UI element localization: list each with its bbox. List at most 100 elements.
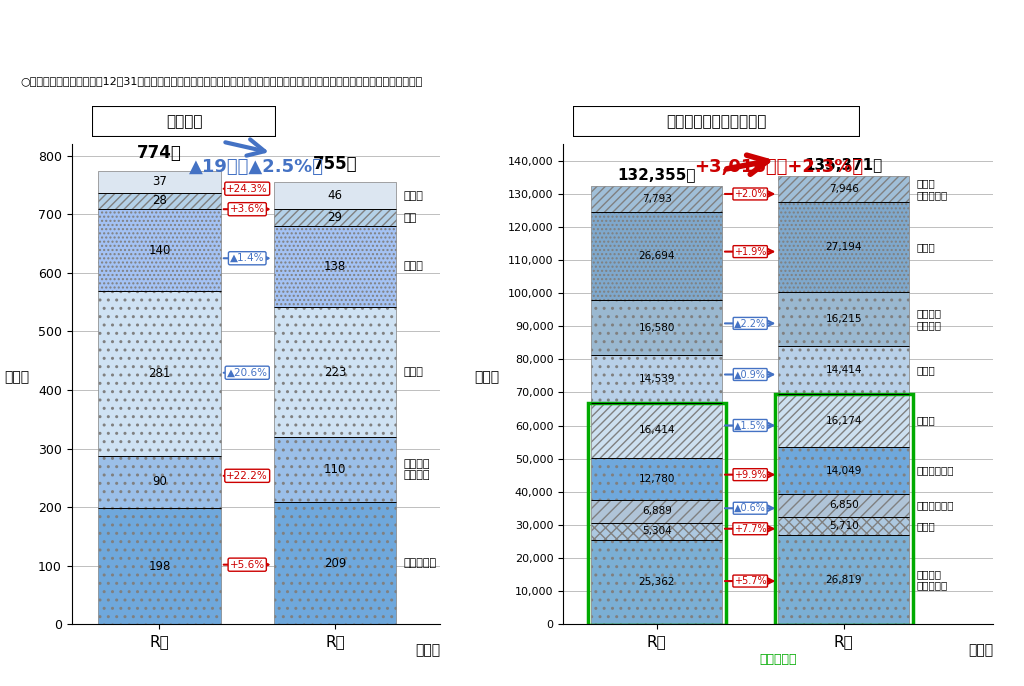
- Text: その他: その他: [403, 191, 423, 200]
- Text: +5.6%: +5.6%: [229, 560, 265, 569]
- Bar: [273, 307, 396, 438]
- Text: +2.0%: +2.0%: [734, 189, 766, 199]
- Text: 14,049: 14,049: [825, 466, 862, 475]
- Text: 16,580: 16,580: [639, 322, 675, 333]
- Text: 休業４日以上の死傷者数: 休業４日以上の死傷者数: [667, 115, 767, 129]
- Text: 6,889: 6,889: [642, 506, 672, 517]
- Text: 製造業: 製造業: [916, 242, 935, 252]
- Bar: [273, 438, 396, 502]
- Text: 90: 90: [152, 475, 167, 488]
- Text: 135,371人: 135,371人: [805, 158, 883, 173]
- Text: （年）: （年）: [415, 643, 440, 657]
- Bar: [778, 447, 909, 494]
- Text: 26,694: 26,694: [638, 251, 675, 261]
- Text: 清掃・と畜業: 清掃・と畜業: [916, 500, 954, 510]
- Text: 209: 209: [324, 556, 346, 569]
- Bar: [591, 458, 722, 500]
- Text: 26,819: 26,819: [825, 575, 862, 585]
- Text: ▲1.4%: ▲1.4%: [230, 253, 264, 263]
- Text: +9.9%: +9.9%: [734, 470, 766, 480]
- Text: 第三次産業: 第三次産業: [760, 653, 797, 666]
- Text: 死亡者数: 死亡者数: [166, 115, 203, 129]
- Text: 774人: 774人: [137, 144, 182, 162]
- Text: 令和５年　業種別労働災害発生状況（確定値）: 令和５年 業種別労働災害発生状況（確定値）: [338, 17, 686, 45]
- Bar: [98, 291, 221, 456]
- Text: +7.7%: +7.7%: [734, 523, 767, 534]
- Bar: [98, 508, 221, 624]
- Bar: [591, 186, 722, 212]
- Text: ○　令和５年１月１日から12月31日までに発生した労働災害について、令和６年４月８日までに報告があったものを集計したもの: ○ 令和５年１月１日から12月31日までに発生した労働災害について、令和６年４月…: [20, 75, 423, 86]
- Text: その他
（林業等）: その他 （林業等）: [916, 178, 948, 200]
- Bar: [778, 202, 909, 292]
- Text: ▲0.9%: ▲0.9%: [734, 370, 766, 379]
- Text: 25,362: 25,362: [638, 577, 675, 587]
- Bar: [273, 182, 396, 209]
- Text: 16,215: 16,215: [825, 314, 862, 324]
- Text: 6,850: 6,850: [828, 500, 858, 510]
- Text: +5.7%: +5.7%: [734, 576, 767, 586]
- Bar: [98, 456, 221, 508]
- Bar: [778, 346, 909, 394]
- Bar: [98, 171, 221, 193]
- Bar: [591, 355, 722, 403]
- Bar: [273, 209, 396, 226]
- Bar: [273, 502, 396, 624]
- Text: 14,539: 14,539: [638, 374, 675, 384]
- Text: 16,414: 16,414: [638, 425, 675, 436]
- Bar: [591, 300, 722, 355]
- Text: （年）: （年）: [968, 643, 993, 657]
- Text: 140: 140: [148, 244, 171, 257]
- Text: 281: 281: [148, 367, 171, 380]
- Text: ▲20.6%: ▲20.6%: [226, 368, 267, 378]
- Y-axis label: （人）: （人）: [474, 370, 500, 384]
- Bar: [591, 500, 722, 523]
- Text: 小売業: 小売業: [916, 416, 935, 425]
- Text: ▲19人（▲2.5%）: ▲19人（▲2.5%）: [188, 158, 324, 176]
- Text: +3.6%: +3.6%: [229, 204, 265, 214]
- Text: ▲0.6%: ▲0.6%: [734, 504, 766, 513]
- Text: 建設業: 建設業: [916, 365, 935, 375]
- Bar: [98, 193, 221, 209]
- Text: +1.9%: +1.9%: [734, 247, 766, 257]
- Bar: [591, 212, 722, 300]
- Text: ▲1.5%: ▲1.5%: [734, 421, 766, 430]
- Text: 198: 198: [148, 560, 171, 573]
- Bar: [778, 536, 909, 624]
- Text: 28: 28: [152, 194, 167, 207]
- Text: 132,355人: 132,355人: [617, 167, 696, 182]
- Text: 陸上貨物
運送事業: 陸上貨物 運送事業: [916, 309, 942, 330]
- Text: 製造業: 製造業: [403, 261, 423, 272]
- Text: 飲食店: 飲食店: [916, 521, 935, 531]
- Bar: [778, 517, 909, 536]
- Bar: [591, 523, 722, 541]
- Bar: [588, 403, 726, 624]
- Text: 755人: 755人: [312, 155, 357, 174]
- Text: +24.3%: +24.3%: [226, 184, 268, 193]
- Text: 5,710: 5,710: [828, 521, 858, 531]
- Bar: [778, 292, 909, 346]
- Text: 138: 138: [324, 260, 346, 273]
- Text: 29: 29: [328, 211, 342, 224]
- Text: 社会福祉施設: 社会福祉施設: [916, 466, 954, 475]
- Text: 7,793: 7,793: [642, 194, 672, 204]
- Text: 27,194: 27,194: [825, 242, 862, 252]
- Text: 110: 110: [324, 463, 346, 476]
- Text: 建設業: 建設業: [403, 367, 423, 377]
- Text: 16,174: 16,174: [825, 416, 862, 425]
- Text: その他の
第三次産業: その他の 第三次産業: [916, 569, 948, 591]
- Bar: [778, 494, 909, 517]
- Text: +3,016人（+2.3%）: +3,016人（+2.3%）: [693, 158, 863, 176]
- Text: 223: 223: [324, 366, 346, 379]
- Text: 第三次産業: 第三次産業: [403, 558, 436, 568]
- Text: 5,304: 5,304: [642, 526, 672, 536]
- Bar: [98, 209, 221, 291]
- Text: 林業: 林業: [403, 213, 417, 222]
- Text: 46: 46: [328, 189, 342, 202]
- Text: 37: 37: [152, 176, 167, 189]
- Bar: [778, 394, 909, 447]
- Text: ▲2.2%: ▲2.2%: [734, 318, 766, 329]
- Bar: [774, 394, 912, 624]
- Text: 14,414: 14,414: [825, 365, 862, 375]
- Bar: [273, 226, 396, 307]
- Bar: [591, 541, 722, 624]
